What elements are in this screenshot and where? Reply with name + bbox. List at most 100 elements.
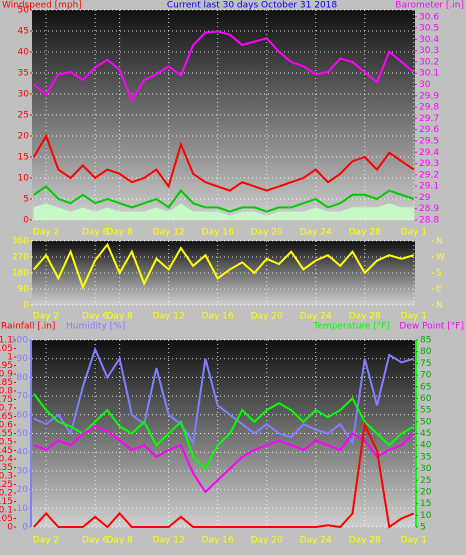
y-tick-label: 29.7 <box>419 114 439 124</box>
y-tick-label: 55 <box>420 406 431 416</box>
y-tick-label: 29.3 <box>419 159 439 169</box>
y-tick-label: 30.3 <box>419 46 439 56</box>
y-tick-label: 0.1 <box>0 506 13 516</box>
y-tick-label: N <box>436 301 443 311</box>
axis-label: Windspeed [mph] <box>2 1 82 11</box>
x-tick-label: Day 8 <box>106 312 133 322</box>
x-tick-label: Day 1 <box>401 228 427 238</box>
y-tick-label: 0 <box>23 216 29 226</box>
x-tick-label: Day 6 <box>82 312 109 322</box>
chart-title: Current last 30 days October 31 2018 <box>167 1 338 11</box>
y-tick-label: 0 <box>22 523 28 533</box>
x-tick-label: Day 28 <box>349 312 381 322</box>
series-line <box>32 133 415 192</box>
y-tick-label: 50 <box>420 417 432 427</box>
y-tick-label: 0.9 <box>0 370 13 380</box>
y-tick-label: 20 <box>17 485 29 495</box>
y-tick-label: 90 <box>18 285 30 295</box>
y-tick-label: 20 <box>420 487 432 497</box>
axis-label: Barometer [.in] <box>395 1 464 11</box>
y-tick-label: 0.75 <box>0 395 13 405</box>
plot-area <box>32 10 415 220</box>
y-tick-label: 45 <box>420 429 431 439</box>
y-tick-label: 0.5 <box>0 438 13 448</box>
y-tick-label: 50 <box>18 6 30 16</box>
axis-label: Temperature [°F] <box>312 322 390 332</box>
y-tick-label: 0.15 <box>0 497 13 507</box>
x-tick-label: Day 12 <box>153 228 185 238</box>
y-tick-label: 180 <box>12 269 29 279</box>
x-tick-label: Day 24 <box>300 312 332 322</box>
x-tick-label: Day 8 <box>106 536 133 546</box>
y-tick-label: 29.5 <box>419 136 439 146</box>
x-tick-label: Day 12 <box>153 536 185 546</box>
y-tick-label: 0 <box>23 301 29 311</box>
y-tick-label: 80 <box>17 373 29 383</box>
y-tick-label: 30.2 <box>419 57 439 67</box>
y-tick-label: E <box>436 285 442 295</box>
series-line <box>33 185 415 213</box>
x-tick-label: Day 6 <box>82 536 109 546</box>
x-tick-label: Day 2 <box>33 312 59 322</box>
y-tick-label: 0.25 <box>0 480 13 490</box>
y-tick-label: 25 <box>420 476 431 486</box>
y-tick-label: 29.4 <box>419 148 439 158</box>
y-tick-label: 0.4 <box>0 455 13 465</box>
x-tick-label: Day 8 <box>106 228 133 238</box>
x-tick-label: Day 16 <box>202 312 234 322</box>
y-tick-label: S <box>436 269 442 279</box>
y-tick-label: 50 <box>17 429 29 439</box>
y-tick-label: 80 <box>420 347 432 357</box>
y-tick-label: 1.05 <box>0 344 13 354</box>
y-tick-label: 45 <box>18 27 29 37</box>
y-tick-label: 29.9 <box>419 91 439 101</box>
y-tick-label: 360 <box>12 237 29 247</box>
y-tick-label: 0.6 <box>0 421 13 431</box>
y-tick-label: 29 <box>419 193 431 203</box>
y-tick-label: 15 <box>420 499 431 509</box>
y-tick-label: 20 <box>18 132 30 142</box>
y-tick-label: 30.1 <box>419 69 439 79</box>
y-tick-label: 30 <box>419 80 431 90</box>
y-tick-label: 0.95 <box>0 361 13 371</box>
y-tick-label: 15 <box>18 153 29 163</box>
y-tick-label: 30 <box>17 466 29 476</box>
x-tick-label: Day 28 <box>349 536 381 546</box>
x-tick-label: Day 1 <box>401 536 427 546</box>
y-tick-label: 0.55 <box>0 429 13 439</box>
y-tick-label: 0.35 <box>0 463 13 473</box>
y-tick-label: 25 <box>18 111 29 121</box>
y-tick-label: 35 <box>18 69 29 79</box>
x-tick-label: Day 2 <box>33 228 59 238</box>
series-line <box>33 393 415 471</box>
y-tick-label: 28.8 <box>419 216 439 226</box>
y-tick-label: 60 <box>17 410 29 420</box>
x-tick-label: Day 2 <box>33 536 59 546</box>
y-tick-label: 30.4 <box>419 35 439 45</box>
series-line <box>33 242 415 290</box>
y-tick-label: 35 <box>420 452 431 462</box>
y-tick-label: 29.8 <box>419 103 439 113</box>
y-tick-label: 0.8 <box>0 387 13 397</box>
y-tick-label: 40 <box>18 48 30 58</box>
y-tick-label: 85 <box>420 336 431 346</box>
plot-area <box>32 340 415 527</box>
y-tick-label: 30 <box>420 464 432 474</box>
series-line <box>33 425 415 494</box>
y-tick-label: 0.3 <box>0 472 13 482</box>
x-tick-label: Day 20 <box>251 536 283 546</box>
y-tick-label: 90 <box>17 354 29 364</box>
x-tick-label: Day 28 <box>349 228 381 238</box>
y-tick-label: 29.1 <box>419 182 439 192</box>
x-tick-label: Day 1 <box>401 312 427 322</box>
y-tick-label: 65 <box>420 382 431 392</box>
y-tick-label: W <box>436 253 445 263</box>
x-tick-label: Day 24 <box>300 228 332 238</box>
x-tick-label: Day 16 <box>202 228 234 238</box>
y-tick-label: 1 <box>7 353 13 363</box>
x-tick-label: Day 16 <box>202 536 234 546</box>
axis-label: Rainfall [.in] <box>1 322 55 332</box>
y-tick-label: 30.5 <box>419 24 439 34</box>
x-tick-label: Day 12 <box>153 312 185 322</box>
